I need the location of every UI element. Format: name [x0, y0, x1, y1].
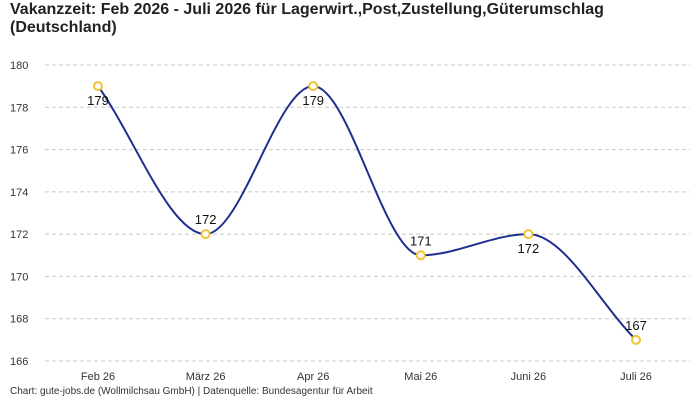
data-point — [93, 81, 103, 92]
data-point — [308, 81, 319, 92]
grid-lines — [45, 64, 690, 362]
y-tick-label: 174 — [10, 187, 28, 199]
x-tick-label: Apr 26 — [297, 371, 329, 383]
data-point-markers — [93, 81, 641, 345]
data-point — [415, 250, 426, 261]
chart-title: Vakanzzeit: Feb 2026 - Juli 2026 für Lag… — [10, 1, 604, 36]
x-tick-label: Juli 26 — [620, 371, 652, 383]
y-tick-label: 172 — [10, 229, 28, 241]
data-label: 172 — [195, 212, 217, 227]
x-tick-label: Juni 26 — [511, 371, 546, 383]
y-axis-ticks: 166 168 170 172 174 176 178 180 — [10, 60, 28, 368]
y-tick-label: 178 — [10, 102, 28, 114]
x-tick-label: Mai 26 — [404, 371, 437, 383]
y-tick-label: 166 — [10, 356, 28, 368]
x-tick-label: März 26 — [186, 371, 226, 383]
y-tick-label: 170 — [10, 271, 28, 283]
data-point — [200, 229, 211, 240]
y-tick-label: 176 — [10, 145, 28, 157]
data-label: 167 — [625, 318, 647, 333]
data-label: 172 — [518, 241, 540, 256]
x-tick-label: Feb 26 — [81, 371, 115, 383]
data-label: 179 — [87, 93, 109, 108]
source-note: Chart: gute-jobs.de (Wollmilchsau GmbH) … — [10, 386, 373, 397]
data-point — [523, 229, 534, 240]
y-tick-label: 168 — [10, 314, 28, 326]
data-label: 179 — [302, 93, 324, 108]
data-labels: 179 172 179 171 172 167 — [87, 93, 647, 333]
y-tick-label: 180 — [10, 60, 28, 72]
data-point — [631, 334, 641, 345]
series-line — [97, 85, 637, 341]
data-label: 171 — [410, 233, 432, 248]
x-axis-ticks: Feb 26 März 26 Apr 26 Mai 26 Juni 26 Juli 26 — [81, 371, 652, 383]
series-line-group — [97, 85, 637, 341]
